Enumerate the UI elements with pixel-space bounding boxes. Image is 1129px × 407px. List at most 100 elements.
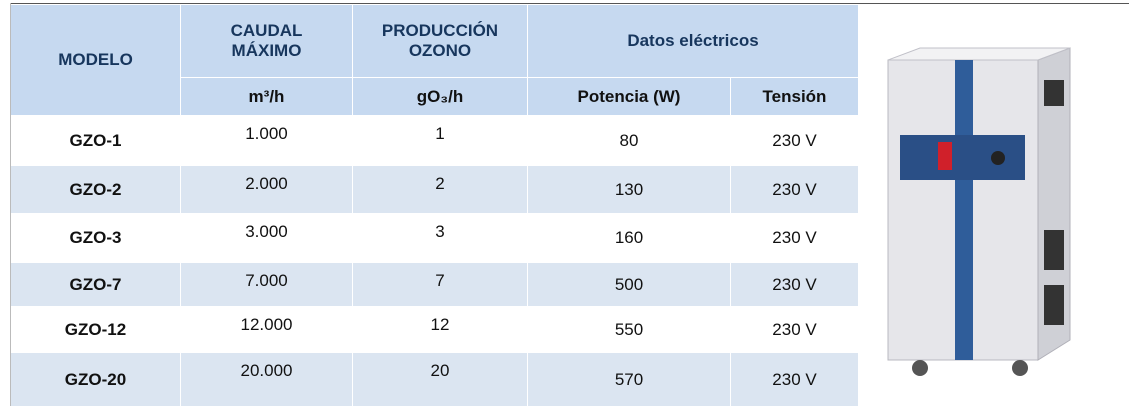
header-text: MODELO: [58, 50, 133, 69]
control-panel: [900, 135, 1025, 180]
data-row: GZO-7 7.000 7 500 230 V: [10, 262, 859, 307]
cell-text: 230 V: [772, 228, 817, 247]
cell-text: 20.000: [240, 361, 293, 380]
cell: 3.000: [180, 213, 353, 263]
cell: 20: [352, 352, 528, 407]
cell: 1.000: [180, 115, 353, 166]
cell: GZO-1: [10, 115, 181, 166]
unit-row: m³/h gO₃/h Potencia (W) Tensión: [11, 77, 859, 116]
cell: 7: [352, 262, 528, 307]
cell-text: 500: [614, 274, 644, 294]
cell: 3: [352, 213, 528, 263]
cell: 230 V: [730, 262, 859, 307]
knob: [991, 151, 1005, 165]
cell-text: 230 V: [772, 179, 817, 199]
cell-text: 7: [435, 271, 445, 290]
vent: [1044, 80, 1064, 106]
cell-text: 230 V: [772, 369, 817, 389]
cell-text: 230 V: [772, 319, 817, 339]
cell: 230 V: [730, 306, 859, 353]
unit-cell: Potencia (W): [527, 77, 731, 116]
spec-table: MODELO CAUDAL MÁXIMO PRODUCCIÓN OZONO Dato…: [10, 4, 859, 407]
cell-text: 230 V: [772, 130, 817, 150]
cell-text: GZO-2: [69, 179, 122, 199]
header-cell: MODELO: [10, 4, 181, 116]
cell-text: 230 V: [772, 274, 817, 294]
wheel: [1012, 360, 1028, 376]
cell-text: 1: [435, 124, 445, 143]
unit-text: gO₃/h: [416, 86, 464, 106]
cell: 230 V: [730, 352, 859, 407]
cabinet-top: [887, 47, 1071, 61]
unit-cell: gO₃/h: [352, 77, 528, 116]
cell-text: 130: [614, 179, 644, 199]
cell: 230 V: [730, 115, 859, 166]
cell: 2.000: [180, 165, 353, 214]
data-row: GZO-1 1.000 1 80 230 V: [10, 115, 859, 166]
header-row: MODELO CAUDAL MÁXIMO PRODUCCIÓN OZONO Dato…: [10, 4, 859, 116]
cell: 80: [527, 115, 731, 166]
cell-text: 12: [430, 315, 450, 334]
data-row: GZO-2 2.000 2 130 230 V: [10, 165, 859, 214]
cell-text: 2.000: [245, 174, 288, 193]
vent: [1044, 285, 1064, 325]
unit-text: Tensión: [762, 86, 827, 106]
cell-text: 80: [619, 130, 639, 150]
top-rule: [10, 3, 1129, 4]
cell: GZO-20: [10, 352, 181, 407]
cell: 1: [352, 115, 528, 166]
cell: GZO-12: [10, 306, 181, 353]
unit-cell: m³/h: [180, 77, 353, 116]
cell: 230 V: [730, 213, 859, 263]
cell-text: 1.000: [245, 124, 288, 143]
cell: 570: [527, 352, 731, 407]
header-text: OZONO: [408, 41, 472, 60]
cell-text: 3: [435, 222, 445, 241]
unit-cell: Tensión: [730, 77, 859, 116]
cell-text: 2: [435, 174, 445, 193]
wheel: [912, 360, 928, 376]
data-row: GZO-12 12.000 12 550 230 V: [10, 306, 859, 353]
cell: 160: [527, 213, 731, 263]
cell: GZO-2: [10, 165, 181, 214]
cell-text: GZO-3: [69, 228, 122, 247]
blue-stripe: [955, 60, 973, 360]
header-text: Datos eléctricos: [627, 31, 759, 50]
header-text: PRODUCCIÓN: [381, 21, 499, 40]
data-row: GZO-20 20.000 20 570 230 V: [10, 352, 859, 407]
unit-text: Potencia (W): [577, 86, 681, 106]
cell: 12.000: [180, 306, 353, 353]
left-rule: [10, 3, 11, 406]
cell-text: GZO-12: [64, 319, 127, 339]
product-photo: [887, 47, 1071, 376]
cell: 550: [527, 306, 731, 353]
cell-text: 7.000: [245, 271, 288, 290]
header-cell: PRODUCCIÓN OZONO: [352, 4, 528, 78]
cell-text: 550: [614, 319, 644, 339]
cell-text: 12.000: [240, 315, 293, 334]
unit-text: m³/h: [248, 86, 285, 106]
cell-text: GZO-7: [69, 274, 122, 294]
cell: 7.000: [180, 262, 353, 307]
cell-text: 160: [614, 228, 644, 247]
cell-text: GZO-20: [64, 369, 127, 389]
cell: GZO-3: [10, 213, 181, 263]
cell-text: GZO-1: [69, 130, 122, 150]
cell-text: 570: [614, 369, 644, 389]
cell: GZO-7: [10, 262, 181, 307]
cell: 500: [527, 262, 731, 307]
header-text: CAUDAL: [230, 21, 303, 40]
cell: 20.000: [180, 352, 353, 407]
cell: 2: [352, 165, 528, 214]
cell-text: 20: [430, 361, 450, 380]
table-body: MODELO CAUDAL MÁXIMO PRODUCCIÓN OZONO Dato…: [10, 4, 859, 407]
header-cell: Datos eléctricos: [527, 4, 859, 78]
header-text: MÁXIMO: [231, 41, 302, 60]
cell: 230 V: [730, 165, 859, 214]
data-row: GZO-3 3.000 3 160 230 V: [10, 213, 859, 263]
header-cell: CAUDAL MÁXIMO: [180, 4, 353, 78]
cell: 130: [527, 165, 731, 214]
switch: [938, 142, 952, 170]
vent: [1044, 230, 1064, 270]
